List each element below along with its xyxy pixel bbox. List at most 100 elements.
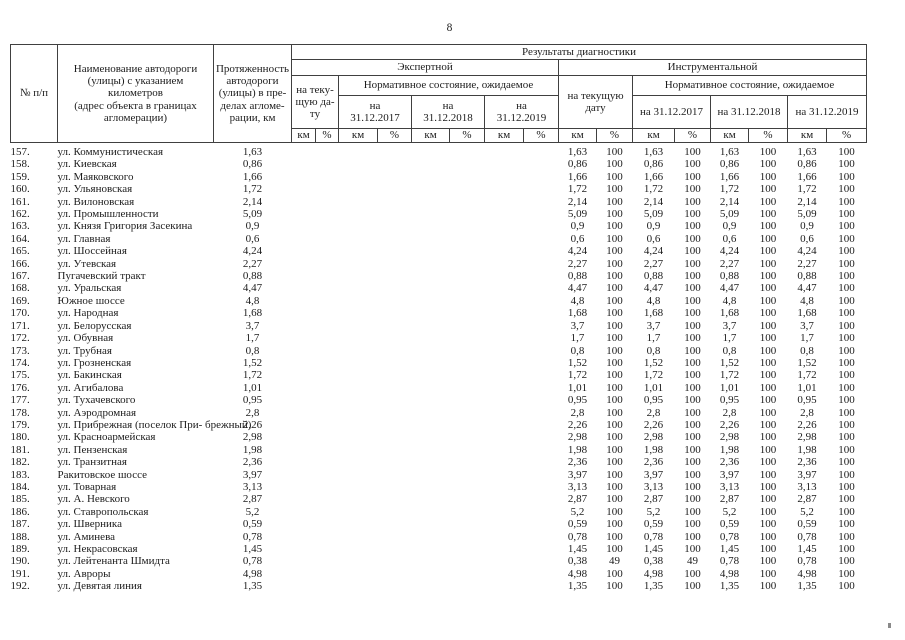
instr-2019-km-cell: 2,98 [797, 431, 817, 444]
table-row: 163. ул. Князя Григория Засекина 0,9 0,9… [11, 220, 867, 232]
instr-2018-pct-cell: 100 [759, 282, 777, 295]
expert-2017-km-cell [339, 506, 378, 518]
expert-2018-pct-cell [450, 220, 485, 232]
row-number-cell: 187. [10, 518, 30, 531]
expert-2017-km-cell [339, 320, 378, 332]
expert-2018-km-cell [412, 481, 450, 493]
header-diagnostics-results: Результаты диагностики [290, 44, 868, 60]
instr-2019-km-cell: 1,52 [797, 356, 817, 369]
road-length-cell: 1,72 [242, 369, 263, 382]
expert-2018-pct-cell [450, 444, 485, 456]
road-length-cell: 1,63 [242, 146, 263, 158]
instr-2019-pct-cell: 100 [838, 332, 855, 345]
road-name-cell: ул. Девятая линия [57, 580, 142, 593]
table-row: 184. ул. Товарная 3,13 3,13 100 3,13 100… [11, 481, 867, 493]
instr-2017-pct-cell: 100 [684, 183, 701, 196]
diagnostics-table: № п/п Наименование автодороги (улицы) с … [10, 44, 868, 593]
expert-2018-km-cell [412, 382, 450, 394]
instr-current-pct-cell: 100 [606, 406, 623, 419]
instr-current-pct-cell: 100 [606, 505, 623, 518]
expert-2017-km-cell [339, 543, 378, 555]
instr-2018-km-cell: 0,8 [722, 344, 737, 357]
expert-2019-pct-cell [524, 543, 559, 555]
expert-current-pct-cell [316, 270, 339, 282]
instr-current-pct-cell: 100 [606, 332, 623, 345]
expert-2017-km-cell [339, 158, 378, 170]
road-name-cell: ул. Красноармейская [57, 431, 156, 444]
instr-2017-km-cell: 1,68 [643, 307, 664, 320]
expert-2018-km-cell [412, 270, 450, 282]
instr-current-km-cell: 2,98 [567, 431, 588, 444]
expert-2019-pct-cell [524, 245, 559, 257]
expert-2018-pct-cell [450, 431, 485, 443]
table-row: 177. ул. Тухачевского 0,95 0,95 100 0,95… [11, 394, 867, 406]
expert-current-km-cell [292, 419, 316, 431]
road-name-cell: ул. Авроры [57, 567, 111, 580]
instr-2017-pct-cell: 100 [684, 245, 701, 258]
expert-2018-km-cell [412, 493, 450, 505]
expert-current-km-cell [292, 555, 316, 567]
expert-current-pct-cell [316, 568, 339, 580]
expert-2017-pct-cell [378, 143, 412, 159]
expert-2018-km-cell [412, 431, 450, 443]
expert-2019-pct-cell [524, 258, 559, 270]
header-expert-current-date: на теку- щую да- ту [291, 75, 339, 129]
road-length-cell: 2,36 [242, 456, 263, 469]
header-instrumental-date-2017: на 31.12.2017 [632, 95, 711, 129]
instr-2017-km-cell: 4,8 [646, 294, 661, 307]
instr-2017-pct-cell: 100 [684, 505, 701, 518]
expert-2019-pct-cell [524, 357, 559, 369]
expert-2019-km-cell [485, 444, 524, 456]
instr-2017-pct-cell: 100 [684, 294, 701, 307]
instr-2018-pct-cell: 100 [759, 394, 777, 407]
expert-current-km-cell [292, 196, 316, 208]
instr-2017-km-cell: 0,86 [643, 158, 664, 171]
row-number-cell: 169. [10, 294, 30, 307]
instr-2018-km-cell: 0,95 [719, 394, 740, 407]
road-length-cell: 2,14 [242, 195, 263, 208]
expert-2017-pct-cell [378, 407, 412, 419]
instr-2019-km-cell: 1,45 [797, 543, 817, 555]
road-length-cell: 2,98 [242, 431, 263, 444]
row-number-cell: 167. [10, 270, 30, 283]
road-length-cell: 0,59 [242, 518, 263, 531]
instr-2017-km-cell: 4,47 [643, 282, 664, 295]
row-number-cell: 161. [10, 195, 30, 208]
expert-current-pct-cell [316, 158, 339, 170]
expert-2018-km-cell [412, 531, 450, 543]
table-row: 174. ул. Грозненская 1,52 1,52 100 1,52 … [11, 357, 867, 369]
instr-2018-pct-cell: 100 [759, 270, 777, 283]
instr-current-pct-cell: 100 [606, 356, 623, 369]
expert-2019-pct-cell [524, 419, 559, 431]
instr-2019-pct-cell: 100 [838, 245, 855, 258]
instr-2017-pct-cell: 100 [684, 406, 701, 419]
expert-current-km-cell [292, 531, 316, 543]
expert-2018-pct-cell [450, 369, 485, 381]
instr-2018-km-cell: 4,47 [719, 282, 740, 295]
instr-2019-km-cell: 0,95 [797, 394, 817, 407]
road-length-cell: 0,88 [242, 270, 263, 283]
instr-current-pct-cell: 100 [606, 344, 623, 357]
instr-2017-pct-cell: 100 [684, 356, 701, 369]
instr-current-pct-cell: 100 [606, 369, 623, 382]
expert-2019-km-cell [485, 481, 524, 493]
row-number-cell: 192. [10, 580, 30, 593]
instr-2017-km-cell: 3,97 [643, 468, 664, 481]
instr-2019-km-cell: 0,78 [797, 530, 817, 543]
instr-2018-pct-cell: 100 [759, 170, 777, 183]
expert-2017-pct-cell [378, 518, 412, 530]
expert-2018-pct-cell [450, 506, 485, 518]
instr-2017-pct-cell: 100 [684, 493, 701, 506]
row-number-cell: 180. [10, 431, 30, 444]
instr-2018-pct-cell: 100 [759, 406, 777, 419]
road-length-cell: 1,7 [245, 332, 260, 345]
expert-2019-pct-cell [524, 469, 559, 481]
expert-current-km-cell [292, 220, 316, 232]
road-name-cell: ул. Шоссейная [57, 245, 127, 258]
expert-current-km-cell [292, 444, 316, 456]
instr-2017-km-cell: 1,45 [643, 543, 664, 555]
instr-current-km-cell: 1,01 [567, 381, 588, 394]
instr-current-pct-cell: 100 [606, 195, 623, 208]
header-instrumental: Инструментальной [557, 59, 868, 76]
row-number-cell: 162. [10, 208, 30, 221]
